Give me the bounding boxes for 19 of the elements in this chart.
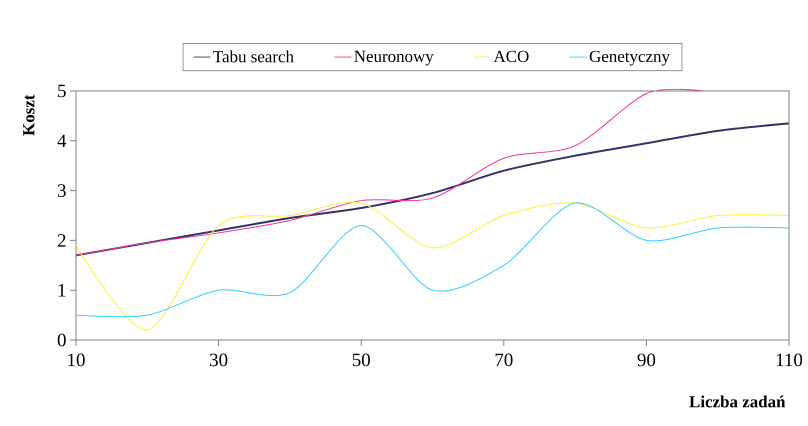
y-tick-label: 5	[58, 84, 66, 98]
y-tick-label: 3	[58, 184, 66, 197]
x-axis-title: Liczba zadań	[689, 396, 786, 408]
line-series	[75, 122, 790, 256]
legend-label: ACO	[494, 50, 529, 62]
x-tick-label: 110	[776, 354, 802, 366]
x-tick-label: 50	[352, 354, 370, 366]
y-axis-title: Koszt	[23, 94, 34, 136]
y-tick-label: 0	[58, 334, 66, 346]
legend-label: Neuronowy	[354, 50, 434, 66]
x-tick-label: 90	[638, 354, 656, 366]
legend-label: Genetyczny	[590, 50, 670, 66]
x-tick-label: 10	[68, 354, 85, 366]
x-tick-label: 30	[210, 354, 228, 366]
x-tick-label: 70	[496, 354, 513, 366]
y-tick-label: 4	[57, 134, 66, 148]
y-tick-label: 1	[58, 284, 66, 296]
legend-label: Tabu search	[213, 50, 294, 62]
y-tick-label: 2	[58, 234, 66, 247]
